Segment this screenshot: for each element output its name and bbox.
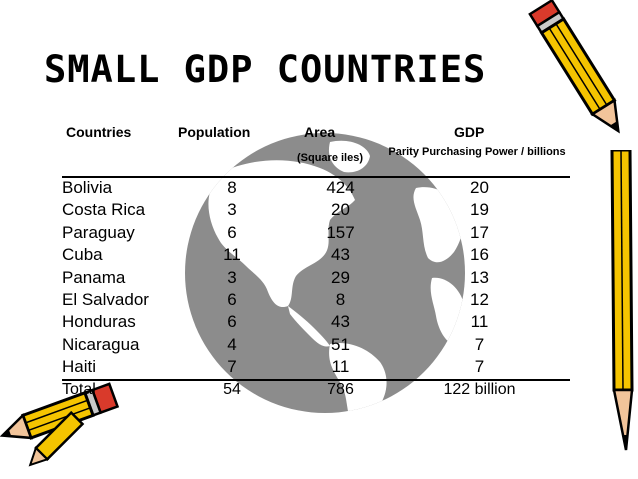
cell-population: 3 [227, 267, 237, 287]
cell-country: Costa Rica [62, 200, 146, 220]
cell-area: 20 [331, 200, 350, 220]
cell-country: Paraguay [62, 222, 135, 242]
table-row: Bolivia 8 424 20 [62, 177, 570, 199]
gdp-table: Bolivia 8 424 20 Costa Rica 3 20 19 Paraguay 6 157… [62, 177, 570, 401]
cell-gdp: 11 [470, 312, 489, 332]
cell-area: 51 [331, 334, 350, 354]
header-gdp: GDP [454, 124, 485, 140]
cell-area: 43 [331, 245, 350, 265]
cell-country: El Salvador [62, 290, 149, 310]
table-row: Nicaragua 4 51 7 [62, 334, 570, 356]
pencil-clipart [528, 0, 620, 134]
cell-area: 43 [331, 312, 350, 332]
cell-area: 424 [326, 178, 355, 197]
slide-title: SMALL GDP COUNTRIES [44, 48, 487, 91]
globe-clipart [185, 133, 465, 413]
pencil-clipart [0, 382, 120, 467]
cell-gdp: 13 [470, 267, 489, 287]
cell-country: Cuba [62, 245, 103, 265]
header-population: Population [178, 124, 251, 140]
header-gdp-unit: Parity Purchasing Power / billions [388, 146, 566, 158]
total-gdp: 122 billion [443, 380, 516, 398]
cell-gdp: 7 [474, 357, 485, 377]
cell-country: Panama [62, 267, 126, 287]
cell-population: 6 [227, 222, 237, 242]
cell-gdp: 12 [470, 290, 489, 310]
cell-gdp: 19 [470, 200, 489, 220]
cell-population: 7 [227, 357, 237, 377]
pencil-clipart [610, 150, 634, 451]
cell-population: 6 [227, 312, 237, 332]
cell-population: 11 [223, 245, 241, 265]
cell-population: 6 [227, 290, 237, 310]
cell-area: 29 [331, 267, 350, 287]
total-divider [62, 379, 570, 381]
table-row: Honduras 6 43 11 [62, 311, 570, 333]
header-divider [62, 176, 570, 178]
cell-area: 11 [331, 357, 350, 377]
cell-gdp: 16 [470, 245, 489, 265]
cell-area: 157 [326, 222, 355, 242]
table-row: Cuba 11 43 16 [62, 244, 570, 266]
cell-area: 8 [335, 290, 346, 310]
table-row: Costa Rica 3 20 19 [62, 199, 570, 221]
total-area: 786 [327, 380, 354, 398]
cell-population: 3 [227, 200, 237, 220]
cell-population: 4 [227, 334, 237, 354]
cell-country: Honduras [62, 312, 136, 332]
table-row: Paraguay 6 157 17 [62, 222, 570, 244]
table-row: Haiti 7 11 7 [62, 356, 570, 378]
cell-gdp: 17 [470, 222, 489, 242]
cell-gdp: 7 [474, 334, 485, 354]
cell-population: 8 [227, 178, 237, 197]
total-label: Total [62, 380, 96, 398]
cell-country: Bolivia [62, 178, 113, 197]
cell-gdp: 20 [470, 178, 489, 197]
total-population: 54 [223, 380, 241, 398]
header-countries: Countries [66, 124, 132, 140]
table-row: Panama 3 29 13 [62, 267, 570, 289]
total-row: Total 54 786 122 billion [62, 379, 570, 401]
cell-country: Haiti [62, 357, 97, 377]
table-row: El Salvador 6 8 12 [62, 289, 570, 311]
header-area-unit: (Square iles) [296, 152, 364, 164]
header-area: Area [304, 124, 336, 140]
cell-country: Nicaragua [62, 334, 140, 354]
